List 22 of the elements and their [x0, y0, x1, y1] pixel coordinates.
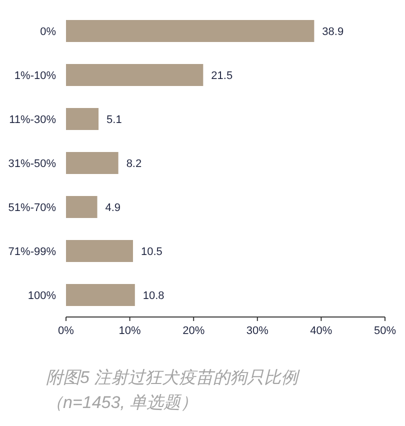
- data-label: 10.5: [140, 246, 162, 258]
- data-label: 8.2: [126, 158, 142, 170]
- y-tick-label: 100%: [28, 290, 56, 302]
- x-tick-label: 20%: [182, 325, 205, 337]
- y-tick-label: 51%-70%: [8, 202, 56, 214]
- y-tick-label: 31%-50%: [8, 158, 56, 170]
- x-tick-label: 0%: [58, 325, 74, 337]
- y-tick-label: 1%-10%: [14, 70, 56, 82]
- text: （n=1453, 单选题）: [46, 393, 198, 412]
- x-tick-label: 40%: [310, 325, 332, 337]
- data-label: 10.8: [142, 290, 164, 302]
- x-tick-label: 10%: [118, 325, 142, 337]
- x-tick-label: 30%: [246, 325, 269, 337]
- data-label: 4.9: [105, 202, 121, 214]
- data-label: 5.1: [106, 114, 122, 126]
- x-tick-label: 50%: [374, 325, 396, 337]
- text: 附图5 注射过狂犬疫苗的狗只比例: [46, 368, 300, 387]
- data-label: 21.5: [211, 70, 233, 82]
- data-label: 38.9: [322, 26, 344, 38]
- y-tick-label: 71%-99%: [8, 246, 56, 258]
- y-tick-label: 0%: [40, 26, 56, 38]
- y-tick-label: 11%-30%: [9, 114, 56, 126]
